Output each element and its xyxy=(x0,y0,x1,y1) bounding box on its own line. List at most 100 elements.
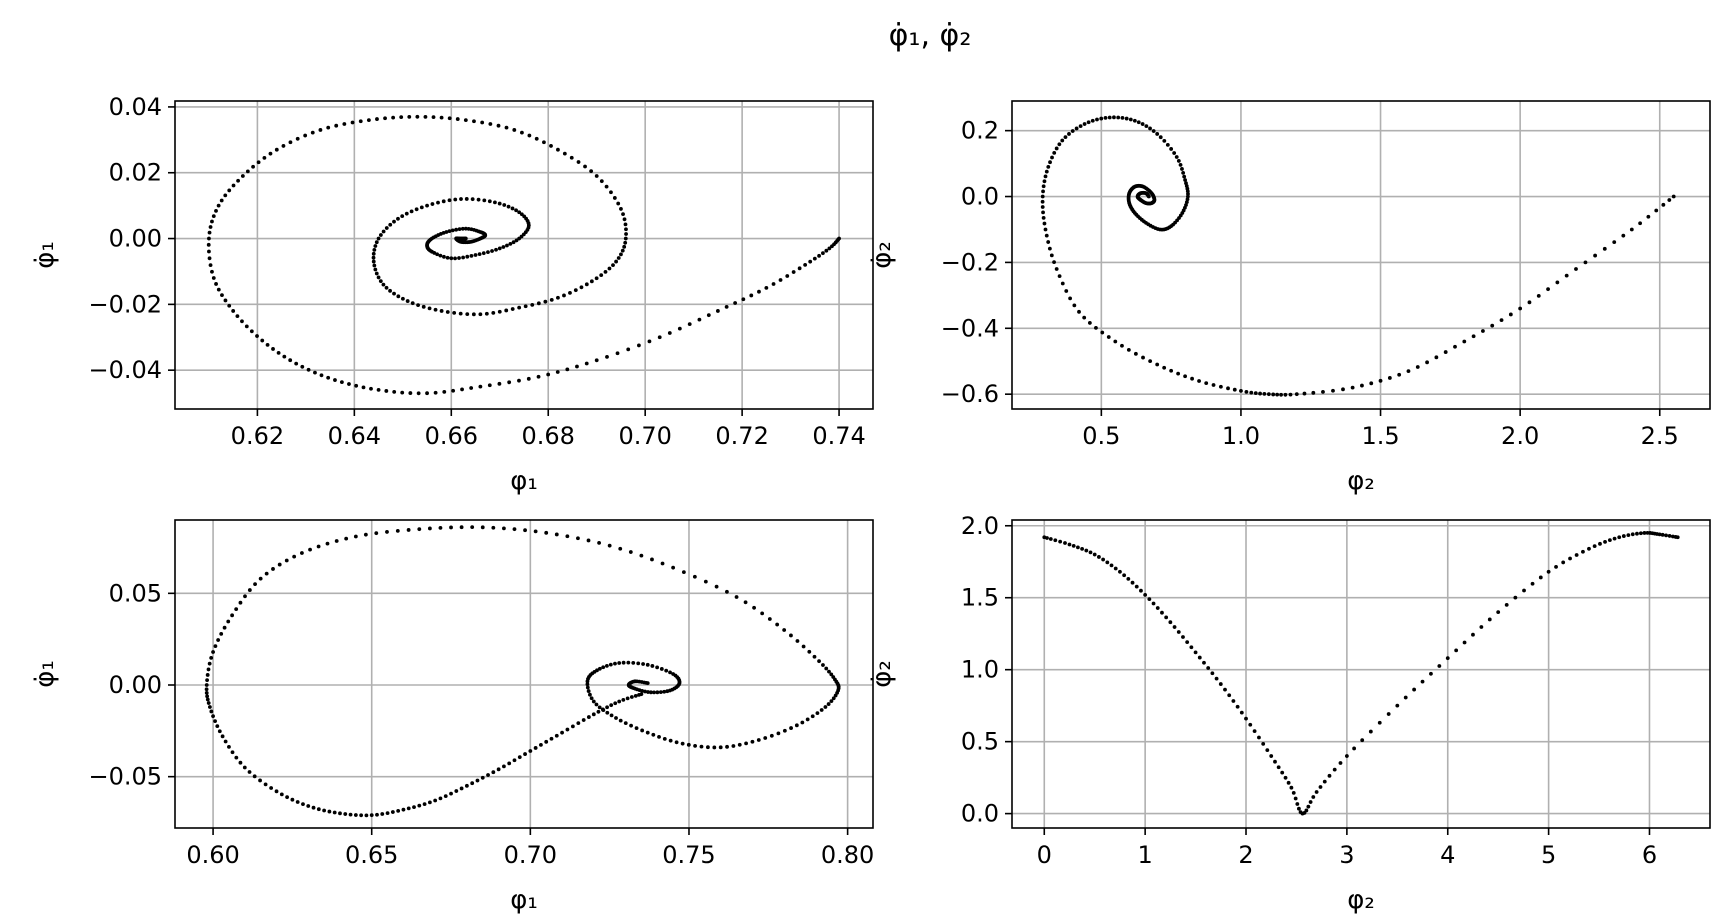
data-point xyxy=(1607,538,1612,543)
data-point xyxy=(764,286,769,290)
data-point xyxy=(601,665,606,670)
data-point xyxy=(1165,142,1170,147)
data-point xyxy=(222,625,227,630)
data-point xyxy=(216,287,221,292)
data-point xyxy=(568,291,572,295)
data-point xyxy=(300,551,304,555)
data-point xyxy=(619,252,623,257)
data-point xyxy=(449,791,453,796)
data-point xyxy=(805,717,810,722)
data-point xyxy=(482,198,487,203)
data-point xyxy=(1675,535,1680,540)
data-point xyxy=(1429,671,1433,676)
data-point xyxy=(1378,378,1383,383)
data-point xyxy=(1583,260,1588,265)
data-point xyxy=(1249,390,1254,395)
data-point xyxy=(622,244,627,249)
data-point xyxy=(576,721,581,726)
data-point xyxy=(454,789,459,793)
data-point xyxy=(211,276,216,280)
data-point xyxy=(465,312,470,317)
data-point xyxy=(447,116,452,121)
data-point xyxy=(733,301,738,305)
data-point xyxy=(589,696,594,701)
data-point xyxy=(1453,344,1457,349)
data-point xyxy=(1197,655,1202,660)
data-point xyxy=(1288,392,1293,397)
data-point xyxy=(617,661,622,665)
data-point xyxy=(1471,334,1476,339)
data-point xyxy=(815,711,820,716)
data-point xyxy=(265,342,270,347)
data-point xyxy=(1072,303,1077,308)
data-point xyxy=(396,294,401,299)
data-point xyxy=(381,282,386,287)
data-point xyxy=(544,739,549,744)
data-point xyxy=(604,184,609,189)
data-point xyxy=(595,668,599,673)
x-tick-label: 0.66 xyxy=(425,422,478,450)
data-point xyxy=(472,119,476,124)
data-point xyxy=(227,188,232,193)
data-point xyxy=(430,202,435,206)
data-point xyxy=(616,256,621,260)
data-point xyxy=(417,803,422,808)
data-point xyxy=(1331,388,1335,393)
data-point xyxy=(392,219,396,224)
data-point xyxy=(699,744,704,749)
y-axis-label: φ̇₂ xyxy=(867,241,897,269)
data-point xyxy=(1635,531,1639,536)
data-point xyxy=(353,813,358,817)
data-point xyxy=(215,724,220,729)
data-point xyxy=(1513,595,1518,600)
data-point xyxy=(533,746,538,750)
data-point xyxy=(1262,391,1267,396)
data-point xyxy=(514,238,519,243)
data-point xyxy=(612,196,617,200)
data-point xyxy=(378,233,383,237)
data-point xyxy=(597,666,602,671)
data-point xyxy=(826,702,831,706)
x-axis-label: φ₂ xyxy=(1347,466,1375,496)
data-point xyxy=(634,726,639,731)
data-point xyxy=(821,251,825,256)
data-point xyxy=(404,211,409,216)
data-point xyxy=(271,347,275,351)
data-point xyxy=(1574,553,1579,557)
data-point xyxy=(470,525,475,530)
data-point xyxy=(1397,372,1402,377)
y-tick-label: −0.4 xyxy=(941,314,999,342)
data-point xyxy=(1443,350,1448,354)
data-point xyxy=(481,251,486,256)
data-point xyxy=(575,364,579,369)
data-point xyxy=(219,632,224,636)
data-point xyxy=(1052,150,1057,155)
data-point xyxy=(1058,539,1063,544)
data-point xyxy=(470,197,475,202)
data-point xyxy=(1043,227,1048,232)
data-point xyxy=(491,770,496,775)
data-point xyxy=(1297,806,1301,811)
data-point xyxy=(1598,541,1602,546)
data-point xyxy=(343,812,348,816)
data-point xyxy=(555,370,560,374)
data-point xyxy=(731,744,736,748)
data-point xyxy=(255,334,259,338)
data-point xyxy=(562,293,566,298)
data-point xyxy=(615,351,620,356)
data-point xyxy=(1148,359,1153,364)
data-point xyxy=(1169,368,1174,373)
data-point xyxy=(209,655,214,660)
x-tick-label: 0.75 xyxy=(662,841,715,869)
data-point xyxy=(208,225,213,229)
data-point xyxy=(449,256,454,261)
data-point xyxy=(807,649,812,654)
data-point xyxy=(204,683,209,687)
data-point xyxy=(262,155,267,160)
data-point xyxy=(1053,538,1058,543)
data-point xyxy=(517,378,521,383)
data-point xyxy=(1227,693,1232,698)
data-point xyxy=(240,174,245,178)
data-point xyxy=(1471,632,1475,637)
data-point xyxy=(1042,179,1047,184)
